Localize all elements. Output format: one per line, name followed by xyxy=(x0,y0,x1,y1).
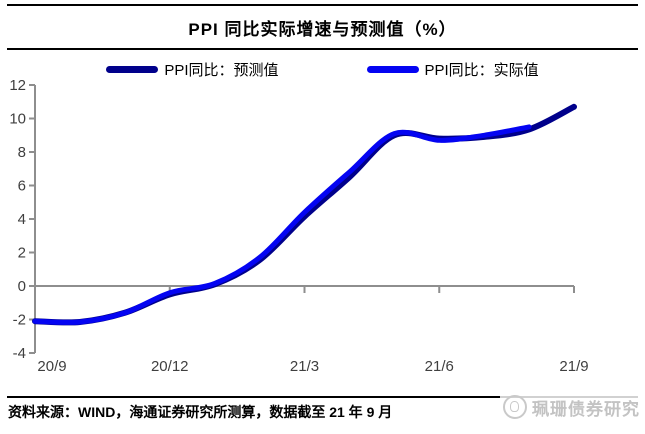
title-bar: PPI 同比实际增速与预测值（%） xyxy=(7,4,638,50)
y-tick-label: -2 xyxy=(13,312,26,329)
y-axis-ticks xyxy=(29,84,35,354)
x-tick-label: 21/6 xyxy=(425,358,454,375)
y-tick-label: 6 xyxy=(18,178,26,195)
y-tick-label: 8 xyxy=(18,144,26,161)
source-note: 资料来源：WIND，海通证券研究所测算，数据截至 21 年 9 月 xyxy=(8,404,393,420)
watermark: 珮珊债券研究 xyxy=(500,391,643,423)
legend-item-actual: PPI同比：实际值 xyxy=(366,59,539,80)
y-tick-label: -4 xyxy=(13,345,26,362)
y-tick-label: 2 xyxy=(18,245,26,262)
legend-label-actual: PPI同比：实际值 xyxy=(424,61,539,79)
actual-line xyxy=(32,124,532,325)
y-tick-label: 4 xyxy=(18,211,26,228)
x-tick-label: 20/12 xyxy=(151,358,189,375)
forecast-line-swatch-icon xyxy=(106,65,159,73)
y-tick-label: 0 xyxy=(18,278,26,295)
legend-item-forecast: PPI同比：预测值 xyxy=(106,59,279,80)
y-tick-label: 10 xyxy=(9,111,26,128)
x-axis-labels: 20/9 20/12 21/3 21/6 21/9 xyxy=(37,358,588,375)
watermark-logo-icon xyxy=(503,395,527,419)
y-axis-labels: -4 -2 0 2 4 6 8 10 12 xyxy=(9,77,26,362)
axes xyxy=(29,84,575,354)
footer-divider xyxy=(7,396,638,398)
x-tick-label: 20/9 xyxy=(37,358,66,375)
x-tick-label: 21/9 xyxy=(559,358,588,375)
x-tick-label: 21/3 xyxy=(290,358,319,375)
chart-legend: PPI同比：预测值 PPI同比：实际值 xyxy=(0,58,645,80)
x-axis-ticks xyxy=(168,286,575,293)
watermark-label: 珮珊债券研究 xyxy=(532,399,640,419)
legend-label-forecast: PPI同比：预测值 xyxy=(164,61,279,79)
y-tick-label: 12 xyxy=(9,77,26,94)
chart-title: PPI 同比实际增速与预测值（%） xyxy=(188,20,457,39)
actual-line-swatch-icon xyxy=(366,65,419,73)
